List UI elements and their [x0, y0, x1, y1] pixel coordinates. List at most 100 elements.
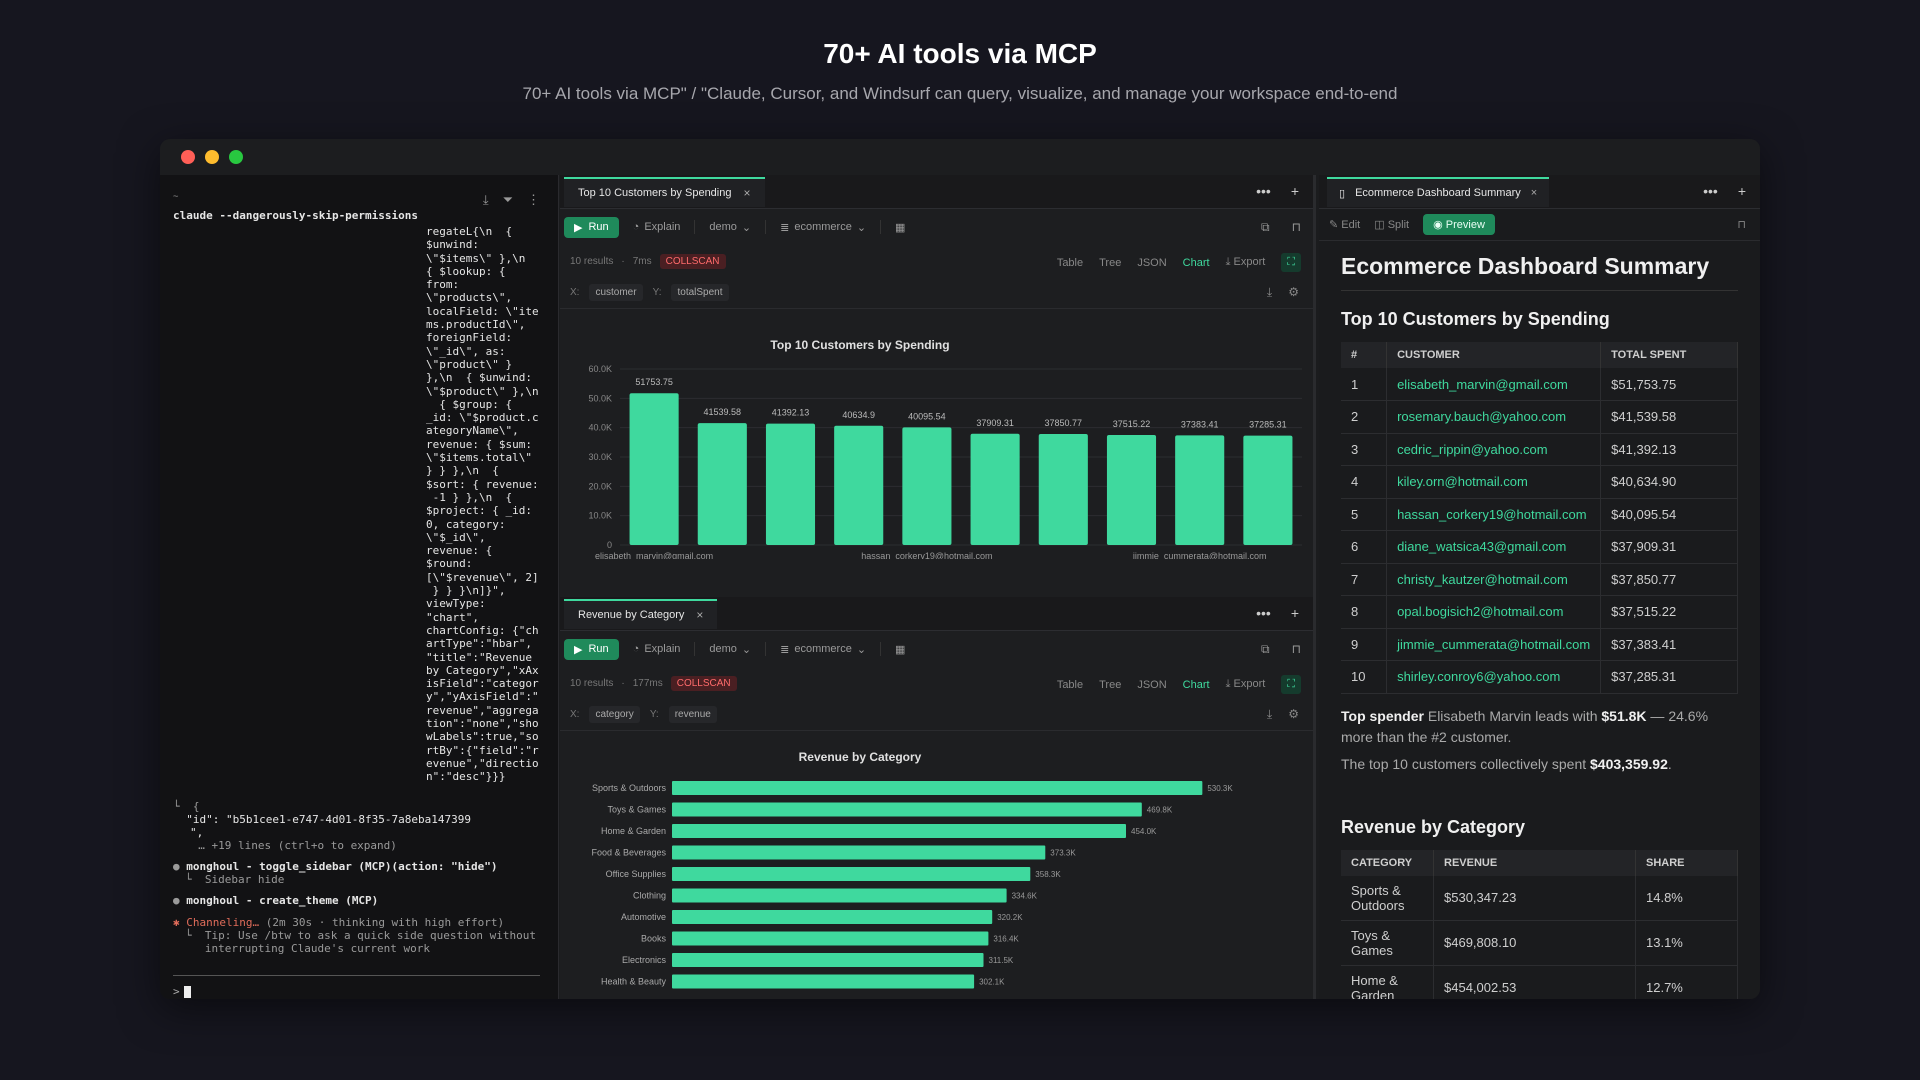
close-icon[interactable]: × — [743, 186, 751, 200]
table-row: 9 jimmie_cummerata@hotmail.com $37,383.41 — [1341, 628, 1738, 661]
table-cell: $37,383.41 — [1600, 628, 1738, 661]
more-vertical-icon[interactable]: ⋮ — [527, 193, 540, 208]
database-select[interactable]: demo ⌄ — [709, 643, 752, 656]
x-field-chip[interactable]: category — [589, 706, 640, 723]
tab-top-customers[interactable]: Top 10 Customers by Spending × — [564, 177, 765, 207]
table-cell[interactable]: rosemary.bauch@yahoo.com — [1386, 400, 1602, 434]
table-cell[interactable]: hassan_corkery19@hotmail.com — [1386, 498, 1602, 531]
query-time: 7ms — [632, 255, 652, 267]
calendar-icon[interactable]: ▦ — [895, 643, 906, 656]
export-button[interactable]: ⤓ Export — [1225, 678, 1266, 690]
view-json-tab[interactable]: JSON — [1137, 256, 1167, 269]
plus-icon[interactable]: + — [1290, 605, 1299, 621]
text-cursor — [183, 986, 191, 998]
table-cell[interactable]: opal.bogisich2@hotmail.com — [1386, 595, 1602, 629]
table-cell: 8 — [1341, 595, 1388, 629]
y-field-chip[interactable]: revenue — [668, 706, 717, 723]
bar — [834, 425, 884, 545]
x-field-chip[interactable]: customer — [589, 284, 643, 301]
view-tree-tab[interactable]: Tree — [1099, 256, 1122, 269]
run-button[interactable]: ▶ Run — [564, 638, 619, 660]
window-titlebar — [160, 139, 1760, 175]
export-button[interactable]: ⤓ Export — [1225, 256, 1266, 268]
table-cell: 14.8% — [1635, 875, 1738, 921]
table-cell[interactable]: kiley.orn@hotmail.com — [1386, 465, 1602, 499]
chart-title: Top 10 Customers by Spending — [770, 338, 949, 352]
terminal-json-output: regateL{\n { $unwind: \"$items\" },\n { … — [426, 225, 539, 784]
plus-icon[interactable]: + — [1290, 183, 1299, 199]
bar — [1038, 433, 1088, 545]
bookmark-icon[interactable]: ⊓ — [1291, 220, 1301, 234]
more-horizontal-icon[interactable]: ••• — [1703, 183, 1718, 199]
view-json-tab[interactable]: JSON — [1137, 678, 1167, 691]
y-axis-label: Y: — [649, 709, 659, 720]
terminal-input[interactable]: > — [173, 985, 191, 998]
collection-select[interactable]: ≣ ecommerce ⌄ — [780, 643, 867, 656]
schema-icon[interactable]: ⧉ — [1261, 642, 1270, 656]
data-label: 51753.75 — [635, 377, 673, 387]
split-button[interactable]: ◫ Split — [1374, 219, 1410, 231]
table-cell: Toys & Games — [1341, 920, 1434, 966]
plus-icon[interactable]: + — [1737, 183, 1746, 199]
expand-icon[interactable]: ⛶ — [1281, 253, 1301, 272]
y-field-chip[interactable]: totalSpent — [671, 284, 729, 301]
table-cell: 7 — [1341, 563, 1388, 596]
more-horizontal-icon[interactable]: ••• — [1256, 183, 1271, 199]
view-chart-tab[interactable]: Chart — [1182, 678, 1210, 691]
close-window-button[interactable] — [181, 150, 195, 164]
bar — [672, 931, 989, 946]
tab-dashboard-summary[interactable]: ▯ Ecommerce Dashboard Summary × — [1327, 177, 1550, 207]
collection-icon: ≣ — [780, 221, 790, 234]
table-cell[interactable]: shirley.conroy6@yahoo.com — [1386, 660, 1602, 694]
more-horizontal-icon[interactable]: ••• — [1256, 605, 1271, 621]
download-icon[interactable]: ⤓ — [482, 193, 489, 208]
data-label: 316.4K — [993, 935, 1019, 944]
close-icon[interactable]: × — [1530, 187, 1538, 199]
filter-icon[interactable]: ⏷ — [502, 193, 513, 208]
table-cell: $469,808.10 — [1433, 920, 1636, 966]
y-tick-label: Electronics — [622, 955, 667, 965]
table-cell[interactable]: christy_kautzer@hotmail.com — [1386, 563, 1602, 596]
preview-button[interactable]: ◉ Preview — [1423, 214, 1495, 235]
view-table-tab[interactable]: Table — [1056, 256, 1084, 269]
maximize-window-button[interactable] — [229, 150, 243, 164]
download-icon[interactable]: ⤓ — [1266, 285, 1273, 299]
bar — [765, 423, 816, 545]
explain-button[interactable]: ◔ Explain — [632, 643, 681, 655]
view-tree-tab[interactable]: Tree — [1099, 678, 1122, 691]
data-label: 37850.77 — [1045, 418, 1083, 428]
minimize-window-button[interactable] — [205, 150, 219, 164]
terminal-panel[interactable]: ~ claude --dangerously-skip-permissions … — [160, 175, 559, 999]
gear-icon[interactable]: ⚙ — [1288, 285, 1299, 299]
expand-icon[interactable]: ⛶ — [1281, 675, 1301, 694]
table-cell: $51,753.75 — [1600, 368, 1738, 401]
customers-table: # CUSTOMER TOTAL SPENT 1 elisabeth_marvin@g… — [1341, 342, 1738, 694]
view-table-tab[interactable]: Table — [1056, 678, 1084, 691]
view-chart-tab[interactable]: Chart — [1182, 256, 1210, 269]
table-cell: $40,095.54 — [1600, 498, 1738, 531]
table-cell[interactable]: elisabeth_marvin@gmail.com — [1386, 368, 1602, 401]
gear-icon[interactable]: ⚙ — [1288, 707, 1299, 721]
table-row: 7 christy_kautzer@hotmail.com $37,850.77 — [1341, 563, 1738, 596]
database-select[interactable]: demo ⌄ — [709, 221, 752, 234]
tab-revenue-by-category[interactable]: Revenue by Category × — [564, 599, 718, 629]
chevron-down-icon: ⌄ — [856, 643, 867, 656]
bar — [672, 781, 1203, 795]
table-row: 5 hassan_corkery19@hotmail.com $40,095.54 — [1341, 498, 1738, 531]
calendar-icon[interactable]: ▦ — [895, 221, 906, 234]
download-icon[interactable]: ⤓ — [1266, 707, 1273, 721]
schema-icon[interactable]: ⧉ — [1261, 220, 1270, 234]
table-cell[interactable]: cedric_rippin@yahoo.com — [1386, 433, 1602, 466]
bar — [672, 824, 1127, 838]
bookmark-icon[interactable]: ⊓ — [1737, 219, 1746, 231]
table-cell[interactable]: jimmie_cummerata@hotmail.com — [1386, 628, 1602, 661]
close-icon[interactable]: × — [696, 608, 704, 622]
table-cell[interactable]: diane_watsica43@gmail.com — [1386, 530, 1602, 564]
bookmark-icon[interactable]: ⊓ — [1291, 642, 1301, 656]
bar — [1243, 435, 1293, 545]
explain-button[interactable]: ◔ Explain — [632, 221, 681, 233]
run-button[interactable]: ▶ Run — [564, 216, 619, 238]
y-tick-label: 50.0K — [588, 393, 612, 403]
collection-select[interactable]: ≣ ecommerce ⌄ — [780, 221, 867, 234]
edit-button[interactable]: ✎ Edit — [1329, 219, 1361, 231]
